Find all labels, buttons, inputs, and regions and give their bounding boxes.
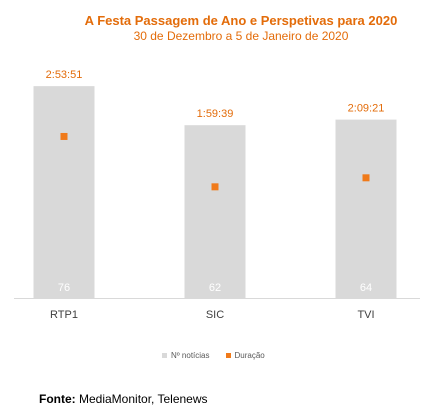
legend-swatch-duration [225,353,231,358]
duration-label-tvi: 2:09:21 [348,103,385,115]
bar-sic [184,125,246,298]
x-tick-label-rtp1: RTP1 [50,309,78,321]
legend: Nº notícias Duração [162,351,281,360]
duration-label-sic: 1:59:39 [197,108,234,120]
duration-label-rtp1: 2:53:51 [46,69,83,81]
source-note: Fonte: MediaMonitor, Telenews [39,392,208,406]
source-label: Fonte: [39,392,76,406]
bar-value-label-rtp1: 76 [58,282,70,294]
bar-value-label-sic: 62 [209,282,221,294]
bar-tvi [335,119,397,298]
legend-item-duration: Duração [225,351,265,360]
chart-plot: 76 RTP1 2:53:51 62 SIC 1:59:39 64 TVI 2:09:21 [14,69,420,321]
bar-value-label-tvi: 64 [360,282,372,294]
chart-title: A Festa Passagem de Ano e Perspetivas pa… [84,13,398,28]
legend-label-duration: Duração [234,351,265,360]
duration-point-rtp1 [60,132,68,140]
duration-point-sic [211,183,219,191]
legend-item-bars: Nº notícias [162,351,210,360]
source-text: MediaMonitor, Telenews [79,392,208,406]
bar-rtp1 [33,86,95,299]
duration-point-tvi [362,174,370,182]
legend-label-bars: Nº notícias [171,351,210,360]
legend-swatch-bars [162,353,167,358]
chart-subtitle: 30 de Dezembro a 5 de Janeiro de 2020 [133,29,349,43]
x-tick-label-sic: SIC [206,309,224,321]
x-tick-label-tvi: TVI [357,309,374,321]
